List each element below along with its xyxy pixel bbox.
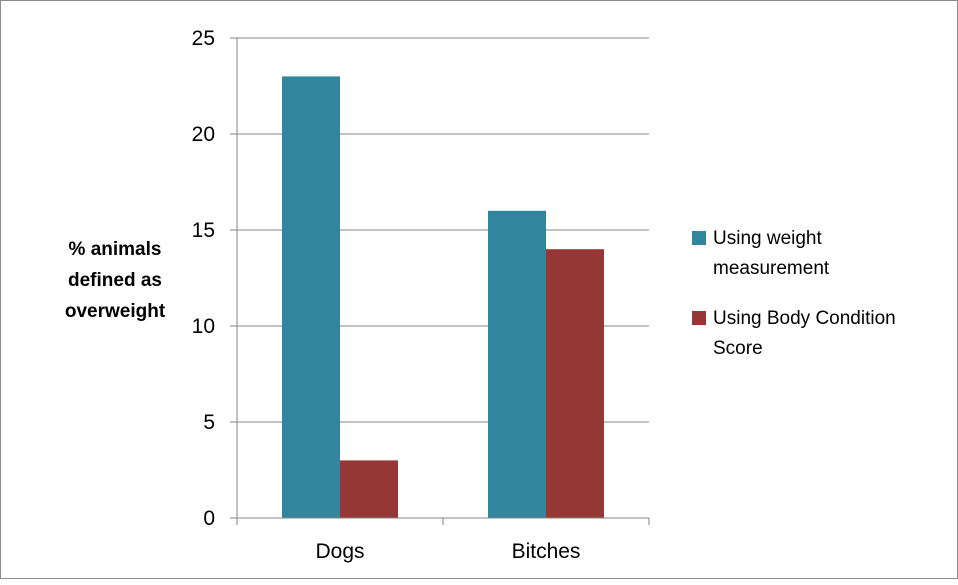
axes bbox=[230, 37, 650, 525]
y-tick-label: 25 bbox=[192, 27, 215, 50]
bar-bcs-dogs bbox=[340, 460, 398, 518]
bars bbox=[282, 76, 604, 519]
y-axis-label-line: defined as bbox=[68, 270, 162, 291]
legend: Using weight measurement Using Body Condit… bbox=[692, 228, 896, 359]
y-tick-label: 10 bbox=[192, 315, 215, 338]
y-tick-label: 20 bbox=[192, 123, 215, 146]
legend-swatch-weight bbox=[692, 231, 706, 245]
legend-label: Using weight bbox=[713, 228, 822, 249]
x-tick-label: Bitches bbox=[512, 540, 581, 563]
y-axis-label: % animals defined as overweight bbox=[65, 239, 166, 322]
bar-weight-bitches bbox=[488, 210, 546, 519]
legend-label: Using Body Condition bbox=[713, 308, 896, 329]
y-tick-label: 15 bbox=[192, 219, 215, 242]
x-tick-labels: Dogs Bitches bbox=[315, 540, 580, 563]
y-tick-labels: 0 5 10 15 20 25 bbox=[192, 27, 215, 530]
legend-label: Score bbox=[713, 338, 763, 359]
y-tick-label: 0 bbox=[203, 507, 215, 530]
y-axis-label-line: overweight bbox=[65, 301, 166, 322]
bar-weight-dogs bbox=[282, 76, 340, 519]
bar-bcs-bitches bbox=[546, 249, 604, 518]
legend-swatch-bcs bbox=[692, 311, 706, 325]
y-tick-label: 5 bbox=[203, 411, 215, 434]
y-axis-label-line: % animals bbox=[69, 239, 162, 260]
x-tick-label: Dogs bbox=[315, 540, 364, 563]
legend-label: measurement bbox=[713, 258, 830, 279]
